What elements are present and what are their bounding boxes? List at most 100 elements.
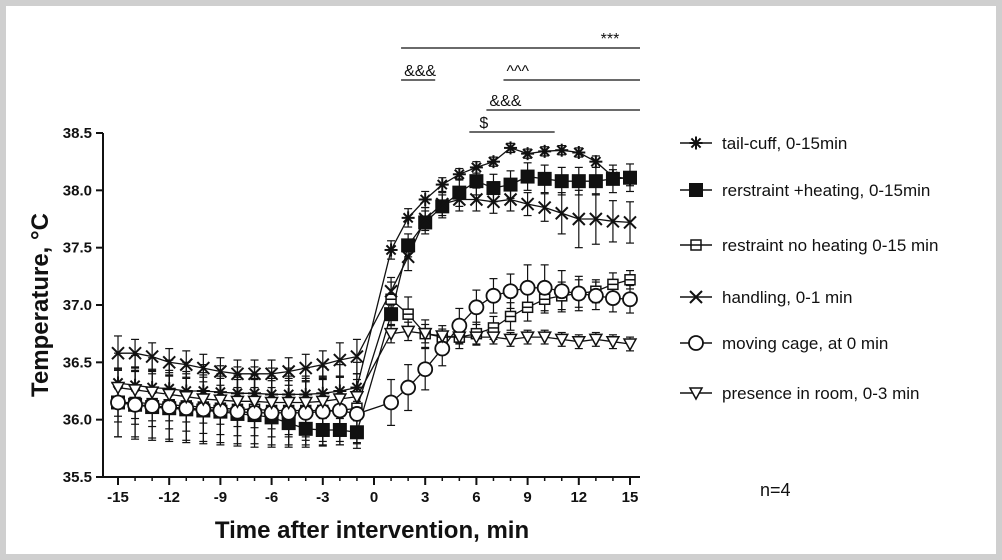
- down-triangle-marker: [688, 387, 704, 401]
- asterisk-marker: [521, 147, 535, 161]
- x-marker: [299, 361, 313, 375]
- x-stroke: [401, 250, 415, 264]
- down-triangle-marker: [554, 333, 569, 347]
- filled-square-marker: [401, 238, 416, 253]
- significance-label: ***: [601, 31, 620, 48]
- x-tick-label: -15: [107, 489, 129, 506]
- x-stroke: [179, 357, 193, 372]
- down-triangle-marker: [332, 393, 348, 407]
- open-circle-marker: [468, 299, 485, 316]
- y-ticks: 35.5 36.0 36.5 37.0 37.5 38.0 38.5: [63, 125, 103, 486]
- x-tick-label: 15: [622, 489, 639, 506]
- filled-square-marker: [418, 215, 433, 230]
- x-stroke: [452, 192, 467, 207]
- x-stroke: [689, 290, 703, 304]
- asterisk-stroke: [505, 142, 516, 154]
- open-circle-marker: [536, 279, 553, 296]
- down-triangle-marker: [264, 396, 279, 411]
- down-triangle-marker: [298, 396, 313, 411]
- y-tick-label: 37.5: [63, 240, 92, 257]
- open-circle-marker: [622, 291, 638, 308]
- down-triangle-marker: [196, 393, 211, 407]
- x-marker: [503, 192, 518, 207]
- asterisk-marker: [555, 143, 569, 157]
- open-circle-marker: [400, 379, 417, 396]
- asterisk-marker: [504, 141, 518, 155]
- x-marker: [162, 355, 176, 370]
- open-circle-marker: [349, 406, 365, 422]
- legend: tail-cuff, 0-15min rerstraint +heating, 0…: [680, 134, 938, 403]
- open-circle-marker: [161, 399, 178, 415]
- x-marker: [486, 195, 501, 209]
- x-axis-title: Time after intervention, min: [215, 517, 529, 544]
- down-triangle-marker: [349, 390, 365, 405]
- x-marker: [537, 200, 552, 215]
- open-circle-marker: [451, 317, 468, 334]
- down-triangle-marker: [161, 388, 177, 403]
- x-stroke: [316, 357, 330, 372]
- filled-square-marker: [503, 177, 518, 192]
- crossed-square-marker: [402, 308, 414, 320]
- down-triangle-marker: [383, 327, 399, 342]
- asterisk-stroke: [471, 162, 482, 173]
- x-tick-label: -12: [158, 489, 180, 506]
- x-tick-label: 9: [523, 489, 531, 506]
- down-triangle-marker: [588, 333, 604, 347]
- x-stroke: [503, 192, 518, 207]
- x-stroke: [264, 367, 279, 381]
- asterisk-stroke: [454, 168, 465, 180]
- filled-square-marker: [571, 174, 586, 189]
- x-marker: [213, 364, 228, 379]
- asterisk-stroke: [573, 147, 585, 158]
- x-marker: [247, 367, 262, 381]
- filled-square-marker: [520, 169, 535, 184]
- filled-square-marker: [332, 422, 347, 437]
- x-marker: [572, 212, 586, 226]
- open-circle-marker: [605, 290, 621, 307]
- down-triangle-marker: [281, 396, 296, 411]
- down-triangle-marker: [110, 381, 126, 396]
- x-stroke: [537, 200, 552, 215]
- series-line-4: [118, 198, 631, 375]
- filled-square-marker: [469, 174, 484, 189]
- x-stroke: [555, 206, 569, 220]
- open-circle-marker: [127, 396, 143, 413]
- open-circle-marker: [144, 398, 161, 414]
- down-triangle-marker: [400, 325, 416, 339]
- down-triangle-marker: [230, 395, 245, 409]
- x-marker: [555, 206, 569, 220]
- significance-label: &&&: [489, 93, 521, 110]
- x-marker: [401, 250, 415, 264]
- down-triangle-marker: [571, 335, 587, 350]
- down-triangle-marker: [622, 338, 638, 352]
- x-stroke: [333, 353, 347, 367]
- asterisk-stroke: [436, 179, 448, 190]
- filled-square-marker: [689, 183, 703, 197]
- down-triangle-marker: [144, 386, 160, 400]
- x-stroke: [350, 349, 364, 364]
- down-triangle-marker: [435, 330, 450, 344]
- down-triangle-marker: [503, 333, 518, 347]
- filled-square-marker: [435, 199, 450, 214]
- x-marker: [128, 346, 142, 360]
- significance-label: &&&: [404, 63, 436, 80]
- asterisk-marker: [589, 155, 603, 169]
- asterisk-stroke: [539, 146, 550, 157]
- x-stroke: [128, 346, 142, 360]
- y-axis-title: Temperature, °C: [27, 213, 54, 397]
- down-triangle-marker: [537, 331, 552, 345]
- open-circle-marker: [383, 394, 399, 411]
- filled-square-marker: [486, 181, 501, 196]
- legend-label: tail-cuff, 0-15min: [722, 134, 847, 153]
- y-tick-label: 38.0: [63, 182, 92, 199]
- x-marker: [606, 214, 620, 229]
- crossed-square-marker: [624, 274, 636, 286]
- x-stroke: [162, 355, 176, 370]
- crossed-square-marker: [385, 293, 397, 306]
- filled-square-marker: [349, 425, 364, 440]
- x-stroke: [418, 212, 432, 226]
- asterisk-stroke: [419, 194, 431, 205]
- x-marker: [333, 353, 347, 367]
- x-stroke: [281, 364, 296, 379]
